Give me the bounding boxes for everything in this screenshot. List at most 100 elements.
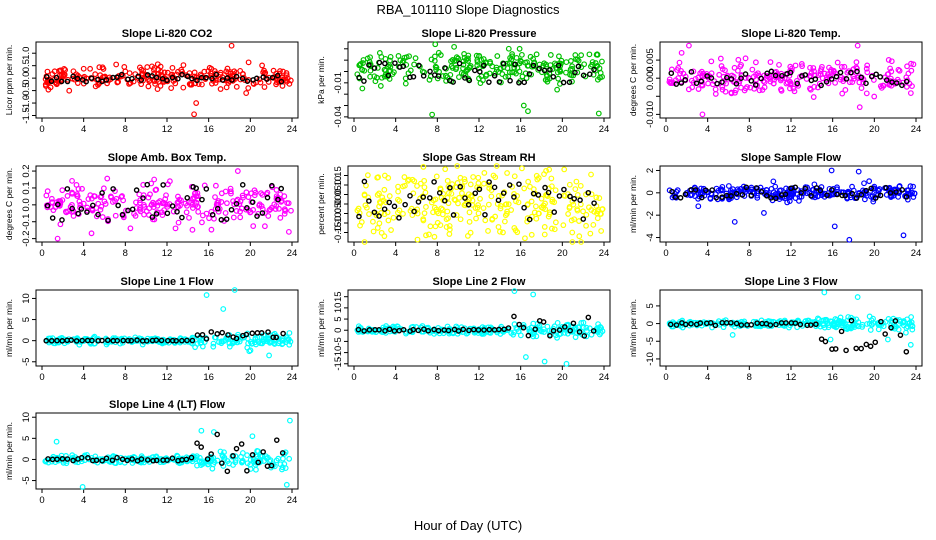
data-point	[230, 198, 237, 204]
data-point	[828, 318, 835, 325]
reference-point	[802, 185, 808, 192]
x-tick-label: 8	[747, 372, 752, 383]
data-point	[875, 187, 881, 193]
data-point	[236, 201, 243, 207]
reference-point	[818, 336, 825, 342]
reference-point	[507, 77, 513, 84]
reference-point	[376, 327, 382, 333]
outlier-point	[220, 306, 227, 312]
data-point	[380, 197, 387, 204]
reference-point	[853, 345, 859, 352]
data-point	[810, 65, 817, 71]
data-point	[849, 79, 856, 86]
data-point	[158, 209, 165, 216]
data-point	[284, 200, 291, 206]
data-point	[98, 193, 105, 200]
data-point	[376, 203, 382, 210]
data-point	[858, 85, 865, 91]
reference-point	[772, 195, 779, 202]
x-axis-label: Hour of Day (UTC)	[414, 518, 522, 533]
data-point	[421, 184, 428, 191]
x-tick-label: 24	[599, 248, 610, 259]
reference-point	[808, 322, 814, 328]
data-point	[905, 70, 912, 77]
data-point	[503, 201, 510, 207]
outlier-point	[359, 85, 366, 92]
reference-point	[556, 193, 563, 199]
data-point	[552, 187, 559, 194]
outlier-point	[203, 292, 210, 298]
reference-point	[265, 329, 271, 335]
reference-point	[70, 73, 76, 80]
reference-point	[219, 329, 226, 336]
reference-point	[249, 330, 256, 337]
data-series	[43, 287, 294, 359]
reference-point	[78, 206, 85, 212]
reference-point	[824, 192, 830, 199]
data-point	[541, 223, 548, 230]
data-point	[869, 321, 875, 328]
data-point	[569, 229, 576, 236]
reference-point	[733, 320, 740, 327]
data-point	[148, 201, 155, 208]
x-tick-label: 4	[393, 372, 398, 383]
data-point	[803, 190, 810, 197]
reference-point	[466, 327, 472, 334]
data-point	[152, 80, 159, 87]
data-point	[187, 81, 194, 88]
data-point	[186, 214, 192, 221]
data-point	[426, 231, 432, 238]
x-tick-label: 24	[911, 248, 922, 259]
reference-point	[571, 195, 577, 202]
reference-point	[591, 66, 597, 73]
data-point	[237, 208, 244, 215]
reference-point	[103, 455, 110, 462]
reference-point	[585, 189, 592, 196]
reference-point	[69, 205, 75, 212]
reference-point	[48, 337, 55, 344]
outlier-point	[563, 360, 570, 367]
reference-point	[872, 195, 879, 201]
data-point	[435, 49, 442, 56]
y-tick-label: -10	[645, 352, 656, 366]
data-point	[578, 239, 585, 245]
data-point	[428, 199, 435, 206]
data-point	[153, 186, 160, 193]
x-tick-label: 4	[705, 248, 710, 259]
data-point	[367, 73, 374, 80]
data-point	[151, 176, 158, 183]
data-point	[212, 194, 218, 200]
data-point	[255, 448, 261, 455]
reference-point	[703, 187, 709, 194]
data-point	[560, 222, 567, 229]
data-point	[277, 214, 284, 221]
data-point	[830, 67, 837, 74]
reference-point	[89, 337, 95, 344]
data-point	[154, 86, 161, 93]
data-point	[99, 214, 106, 220]
reference-point	[682, 77, 688, 83]
data-point	[535, 175, 542, 181]
reference-series	[43, 329, 286, 344]
reference-point	[143, 338, 150, 344]
y-tick-label: 1.0	[21, 47, 32, 60]
data-point	[112, 212, 119, 219]
data-point	[101, 198, 108, 205]
data-point	[525, 178, 532, 185]
data-point	[454, 163, 461, 169]
x-tick-label: 20	[245, 495, 256, 506]
reference-point	[561, 186, 567, 193]
data-point	[589, 59, 596, 65]
reference-point	[99, 190, 105, 196]
data-point	[376, 190, 382, 197]
data-point	[175, 68, 181, 75]
x-tick-label: 4	[705, 372, 710, 383]
data-point	[417, 180, 424, 187]
reference-point	[893, 189, 899, 195]
data-point	[223, 84, 230, 91]
data-point	[446, 223, 453, 229]
x-tick-label: 16	[203, 372, 214, 383]
reference-point	[356, 74, 362, 81]
reference-point	[386, 326, 393, 333]
data-point	[49, 199, 55, 206]
